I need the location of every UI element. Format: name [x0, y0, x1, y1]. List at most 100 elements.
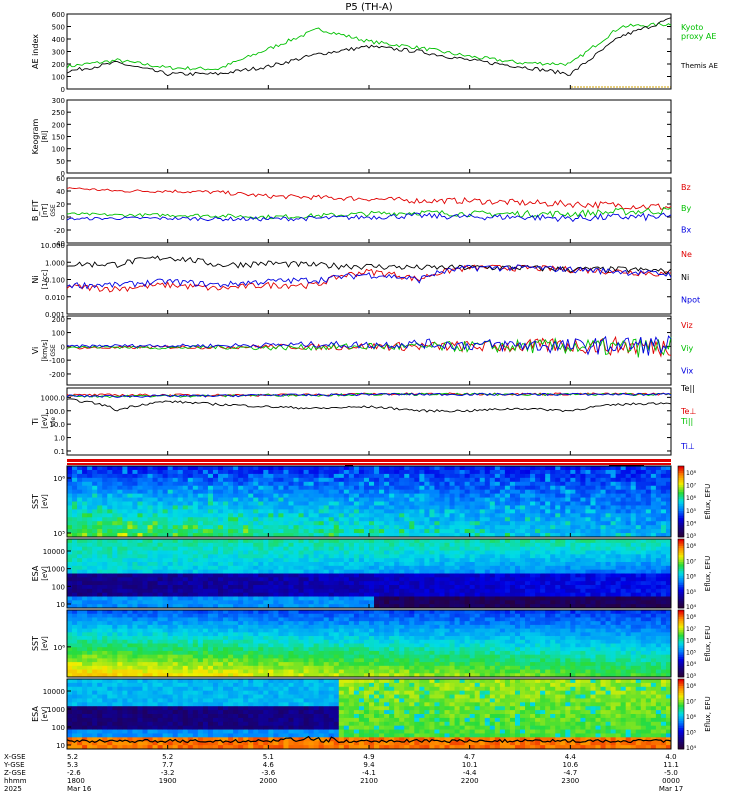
spectrogram-cell — [645, 569, 652, 574]
colorbar-cell — [678, 482, 684, 486]
spectrogram-cell — [565, 588, 571, 594]
spectrogram-cell — [147, 546, 153, 551]
spectrogram-cell — [630, 497, 637, 502]
spectrogram-cell — [107, 581, 113, 586]
spectrogram-cell — [333, 481, 340, 487]
spectrogram-cell — [338, 550, 345, 555]
spectrogram-cell — [424, 604, 430, 609]
page-title: P5 (TH-A) — [345, 2, 392, 13]
spectrogram-cell — [409, 501, 415, 506]
spectrogram-cell — [303, 466, 309, 471]
spectrogram-cell — [318, 562, 325, 567]
spectrogram-cell — [419, 489, 425, 495]
spectrogram-cell — [177, 610, 184, 615]
spectrogram-cell — [525, 577, 531, 582]
spectrogram-cell — [238, 529, 244, 534]
spectrogram-cell — [283, 550, 289, 555]
spectrogram-cell — [328, 497, 335, 502]
spectrogram-cell — [374, 505, 380, 510]
spectrogram-cell — [268, 501, 274, 506]
spectrogram-cell — [409, 533, 415, 538]
spectrogram-cell — [67, 636, 73, 641]
spectrogram-cell — [283, 542, 289, 548]
spectrogram-cell — [394, 558, 400, 563]
spectrogram-cell — [102, 643, 108, 648]
spectrogram-cell — [469, 509, 476, 514]
spectrogram-cell — [323, 558, 330, 563]
spectrogram-cell — [313, 505, 320, 510]
spectrogram-cell — [358, 521, 365, 526]
spectrogram-cell — [580, 585, 586, 590]
colorbar-cell — [678, 489, 684, 493]
spectrogram-cell — [182, 529, 189, 534]
spectrogram-cell — [177, 665, 184, 670]
spectrogram-cell — [223, 550, 229, 555]
spectrogram-cell — [419, 513, 425, 518]
spectrogram-cell — [122, 489, 128, 495]
y-tick-label: 10.0 — [49, 421, 65, 429]
spectrogram-cell — [399, 573, 405, 578]
spectrogram-cell — [82, 477, 88, 483]
spectrogram-cell — [147, 525, 153, 530]
spectrogram-cell — [92, 647, 98, 652]
spectrogram-cell — [630, 517, 637, 522]
spectrogram-cell — [207, 569, 214, 574]
spectrogram-cell — [600, 509, 606, 514]
spectrogram-cell — [328, 604, 335, 609]
spectrogram-cell — [218, 473, 224, 479]
spectrogram-cell — [137, 493, 143, 498]
spectrogram-cell — [665, 600, 672, 605]
spectrogram-cell — [514, 573, 521, 578]
spectrogram-cell — [514, 577, 521, 582]
spectrogram-cell — [137, 481, 143, 487]
spectrogram-cell — [459, 477, 466, 483]
spectrogram-cell — [504, 473, 511, 479]
spectrogram-cell — [575, 592, 581, 597]
spectrogram-cell — [288, 517, 294, 522]
spectrogram-cell — [192, 493, 199, 498]
spectrogram-cell — [550, 550, 556, 555]
spectrogram-cell — [82, 473, 88, 479]
y-tick-label: 100 — [52, 74, 65, 82]
spectrogram-cell — [233, 493, 239, 498]
spectrogram-cell — [434, 497, 440, 502]
spectrogram-cell — [258, 493, 264, 498]
spectrogram-cell — [202, 485, 209, 491]
spectrogram-cell — [117, 596, 123, 601]
spectrogram-cell — [313, 489, 320, 495]
spectrogram-cell — [444, 529, 450, 534]
spectrogram-cell — [610, 546, 617, 551]
spectrogram-cell — [419, 550, 425, 555]
spectrogram-cell — [575, 533, 581, 538]
spectrogram-cell — [82, 669, 88, 674]
spectrogram-cell — [127, 669, 133, 674]
spectrogram-cell — [660, 546, 667, 551]
spectrogram-cell — [263, 469, 269, 475]
spectrogram-cell — [469, 521, 476, 526]
spectrogram-cell — [379, 573, 385, 578]
spectrogram-cell — [369, 596, 375, 601]
spectrogram-cell — [318, 466, 325, 471]
spectrogram-cell — [303, 546, 309, 551]
spectrogram-cell — [464, 533, 471, 538]
spectrogram-cell — [102, 485, 108, 491]
colorbar-cell — [678, 468, 684, 472]
spectrogram-cell — [655, 481, 662, 487]
spectrogram-cell — [152, 565, 158, 571]
spectrogram-cell — [318, 573, 325, 578]
spectrogram-cell — [308, 473, 315, 479]
spectrogram-cell — [625, 554, 632, 559]
spectrogram-cell — [404, 581, 410, 586]
spectrogram-cell — [489, 517, 496, 522]
spectrogram-cell — [132, 662, 138, 667]
spectrogram-cell — [162, 585, 169, 590]
spectrogram-cell — [449, 604, 455, 609]
spectrogram-cell — [177, 521, 184, 526]
spectrogram-cell — [72, 650, 78, 656]
spectrogram-cell — [223, 546, 229, 551]
spectrogram-cell — [142, 662, 148, 667]
spectrogram-cell — [167, 613, 174, 618]
spectrogram-cell — [212, 562, 219, 567]
spectrogram-cell — [630, 525, 637, 530]
spectrogram-cell — [605, 539, 611, 544]
